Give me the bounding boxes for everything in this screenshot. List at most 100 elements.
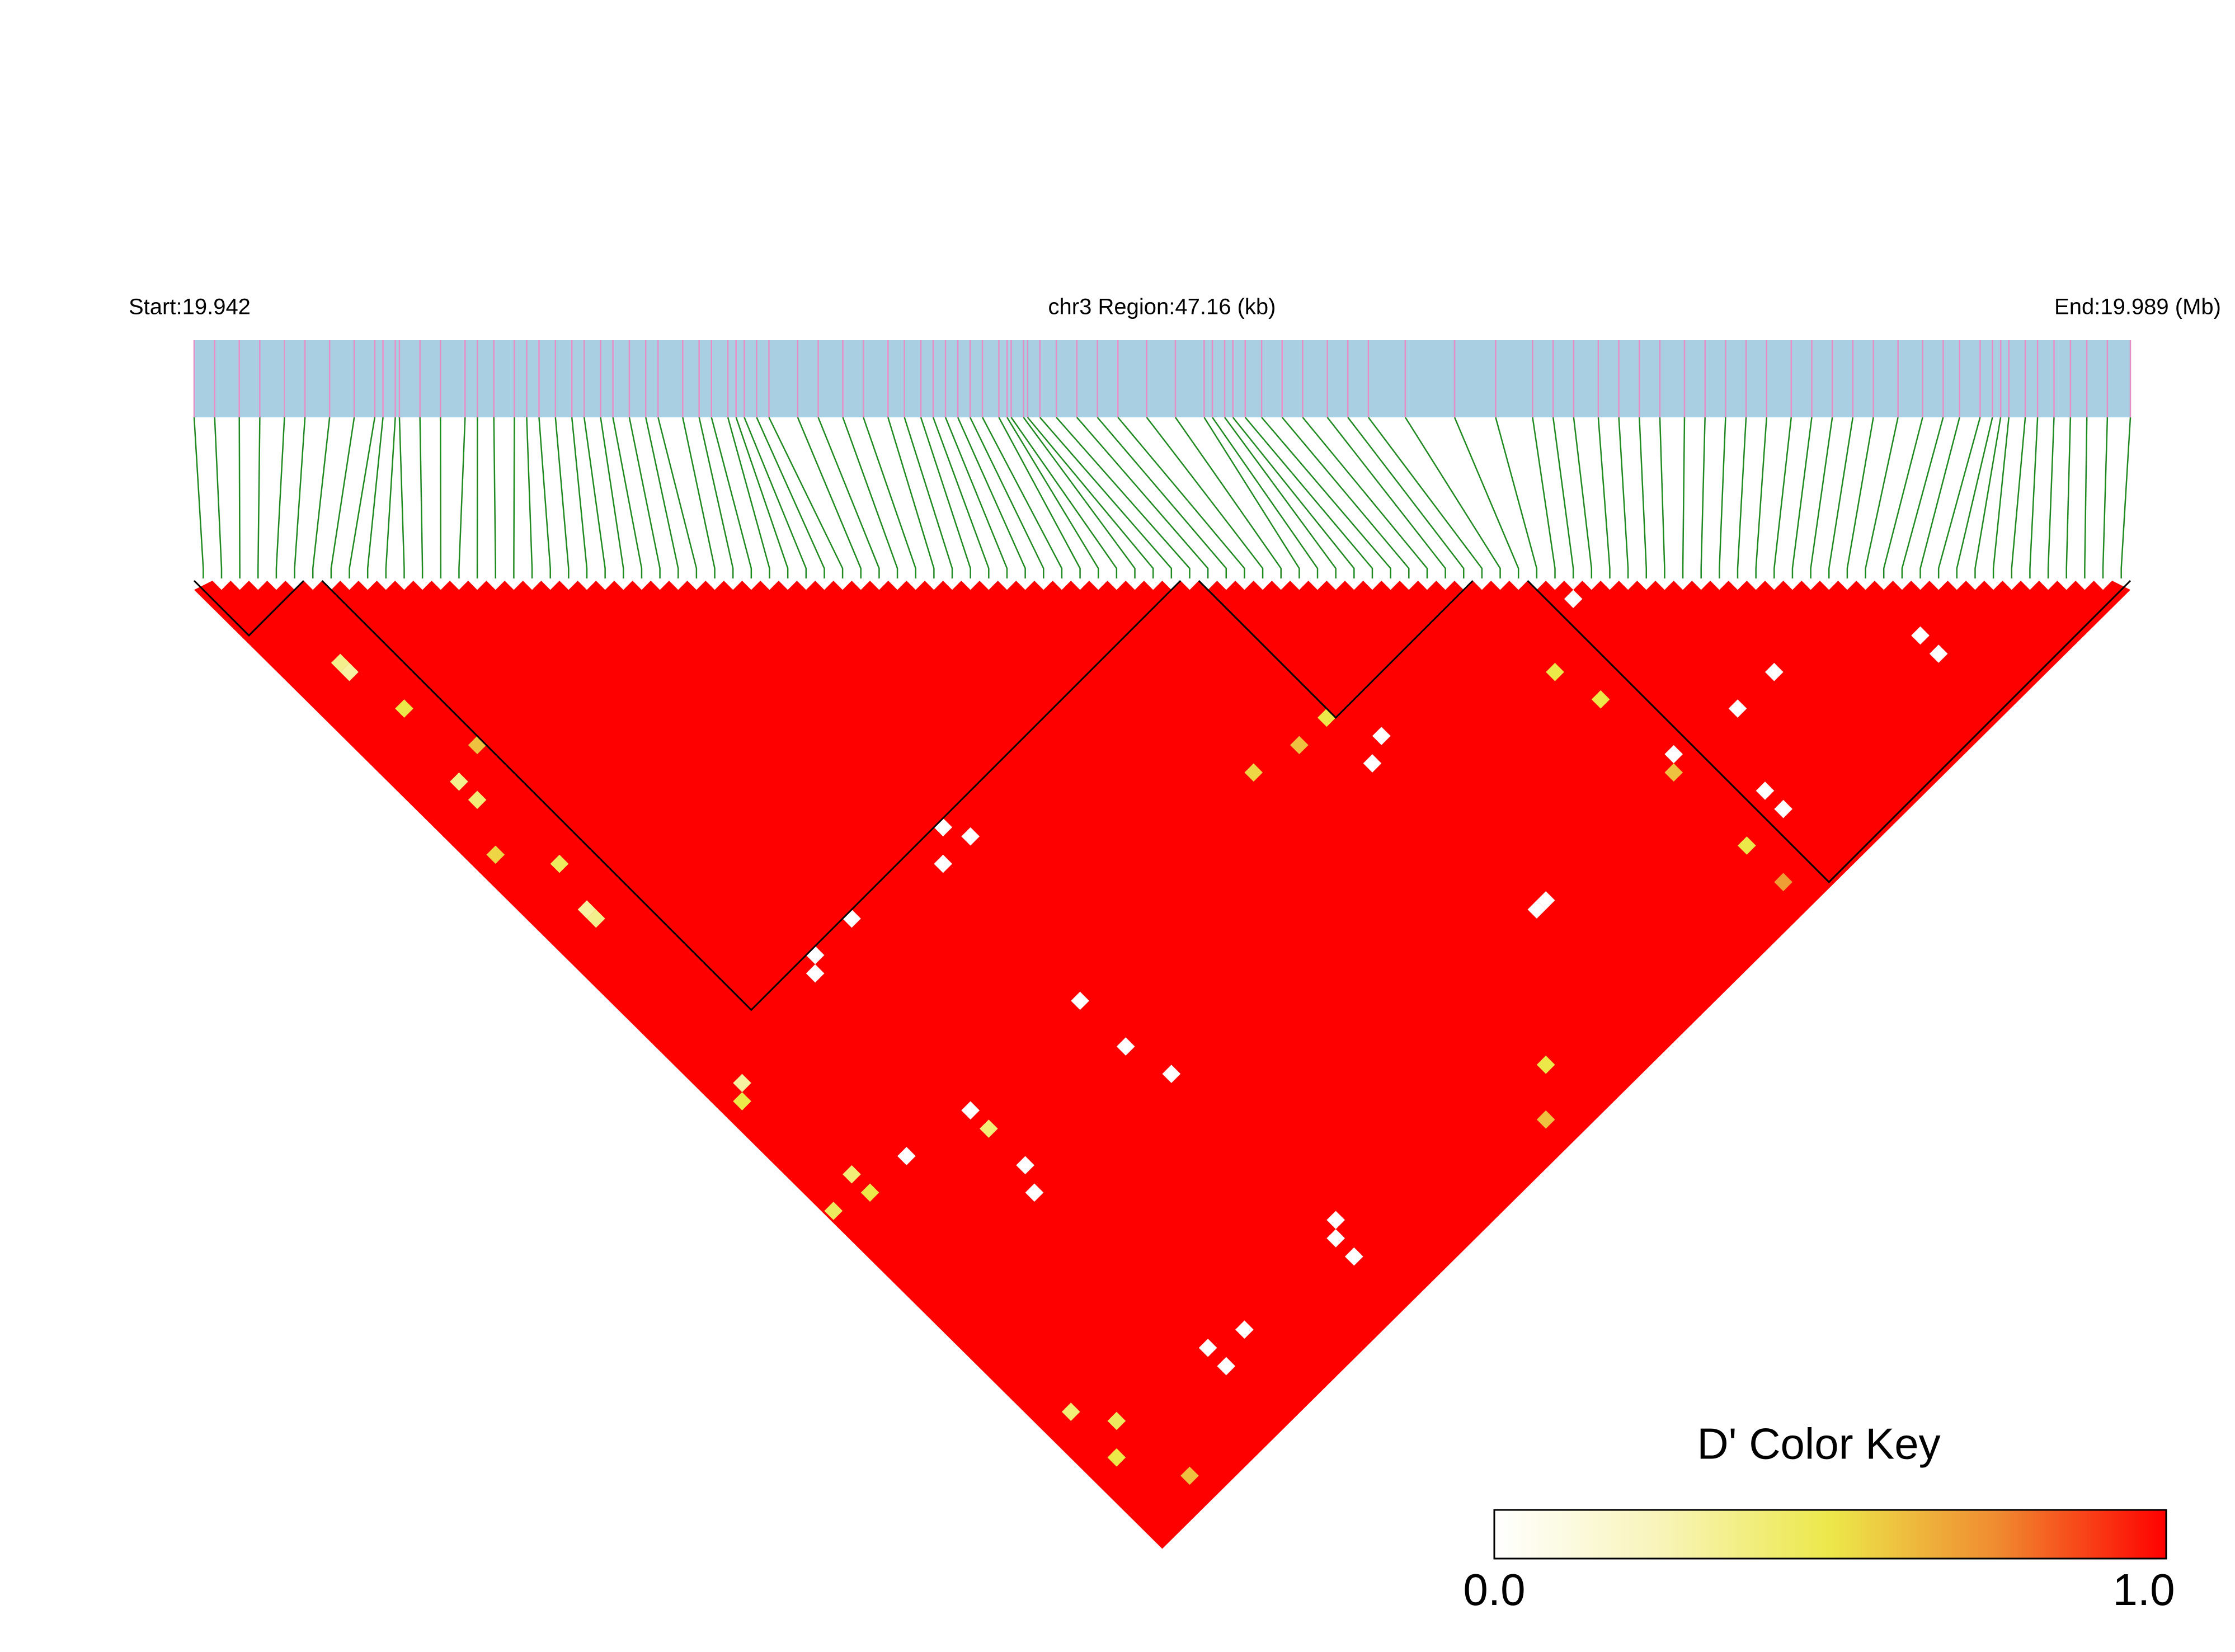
ld-cell — [1929, 644, 1948, 663]
ld-cell — [1536, 1055, 1555, 1074]
ld-cell — [1345, 1247, 1363, 1266]
ld-cell — [1527, 900, 1546, 919]
snp-connector — [526, 417, 533, 578]
snp-connector — [969, 417, 1044, 578]
ld-cell — [843, 1165, 861, 1184]
position-bar — [194, 340, 2130, 417]
snp-connector — [1495, 417, 1538, 578]
snp-connector — [756, 417, 825, 578]
snp-connector — [1828, 417, 1854, 578]
ld-cell — [806, 964, 825, 983]
ld-cell — [1290, 736, 1309, 755]
ld-cell — [1107, 1411, 1126, 1430]
snp-connector — [1232, 417, 1355, 578]
snp-connector — [682, 417, 716, 578]
ld-cell — [1774, 873, 1792, 892]
ld-cell — [824, 1202, 843, 1220]
snp-connector — [904, 417, 953, 578]
snp-connector — [1281, 417, 1410, 578]
ld-cell — [1546, 662, 1564, 681]
snp-connector — [294, 417, 306, 578]
ld-cell — [486, 845, 505, 864]
snp-connector — [932, 417, 990, 578]
snp-connector — [238, 417, 241, 578]
start-label: Start:19.942 — [129, 295, 251, 319]
ld-cell — [1071, 991, 1089, 1010]
snp-connector — [1097, 417, 1227, 578]
ld-block — [1527, 580, 2132, 883]
ld-cell — [1107, 1448, 1126, 1467]
snp-connector — [887, 417, 935, 578]
snp-connector — [493, 417, 496, 578]
ld-block — [1198, 580, 1474, 719]
ld-cell — [897, 1147, 916, 1165]
ld-cell — [331, 653, 350, 672]
ld-cell — [468, 790, 487, 809]
ld-cell — [1244, 763, 1263, 782]
key-tick-label: 0.0 — [1463, 1565, 1525, 1615]
ld-cell — [1235, 1320, 1254, 1339]
snp-connector — [458, 417, 466, 578]
snp-connector — [1117, 417, 1245, 578]
snp-connector — [1883, 417, 1923, 578]
snp-connector — [1027, 417, 1154, 578]
snp-connector — [275, 417, 285, 578]
snp-connector — [645, 417, 679, 578]
ld-cell — [934, 854, 953, 873]
key-tick-label: 1.0 — [2112, 1565, 2175, 1615]
snp-connector — [1552, 417, 1574, 578]
snp-connector — [797, 417, 862, 578]
ld-cell — [1536, 1110, 1555, 1129]
snp-connector — [842, 417, 898, 578]
ld-cell — [1016, 1156, 1034, 1175]
snp-connector — [1573, 417, 1593, 578]
snp-connector — [2047, 417, 2055, 578]
snp-connector — [330, 417, 355, 578]
ld-cell — [1180, 1466, 1199, 1485]
snp-connector — [1659, 417, 1665, 578]
region-label: chr3 Region:47.16 (kb) — [1048, 295, 1276, 319]
ld-cell — [1728, 699, 1747, 718]
snp-connector — [1901, 417, 1944, 578]
snp-connector — [1937, 417, 1981, 578]
snp-connector — [419, 417, 424, 578]
snp-connector — [571, 417, 588, 578]
snp-connector — [612, 417, 643, 578]
ld-cell — [733, 1074, 751, 1093]
ld-cell — [1198, 1339, 1217, 1357]
snp-connector — [1347, 417, 1465, 578]
snp-connector — [1532, 417, 1556, 578]
snp-connector — [2102, 417, 2109, 578]
ld-cell — [1664, 763, 1683, 782]
snp-connector — [1326, 417, 1446, 578]
ld-cell — [577, 900, 596, 919]
snp-connector — [1367, 417, 1483, 578]
snp-connector — [1919, 417, 1960, 578]
snp-connector — [1956, 417, 1993, 578]
ld-background — [194, 581, 2130, 1549]
ld-cell — [586, 909, 605, 928]
ld-cell — [1363, 754, 1382, 773]
ld-cell — [1061, 1402, 1080, 1421]
snp-connector — [735, 417, 789, 578]
ld-cell — [1372, 727, 1391, 745]
snp-connector — [366, 417, 384, 578]
snp-connector — [920, 417, 971, 578]
snp-connector — [2065, 417, 2072, 578]
snp-connector — [1810, 417, 1833, 578]
snp-connector — [1404, 417, 1501, 578]
snp-connector — [398, 417, 405, 578]
ld-block — [193, 580, 304, 637]
snp-connector — [1846, 417, 1874, 578]
snp-connector — [657, 417, 698, 578]
snp-connector — [2120, 417, 2132, 578]
snp-connector — [257, 417, 261, 578]
snp-connector — [1618, 417, 1629, 578]
snp-connector — [1056, 417, 1191, 578]
ld-block — [321, 580, 1182, 1011]
ld-cell — [1217, 1357, 1236, 1376]
snp-connector — [2011, 417, 2026, 578]
snp-connector — [193, 417, 204, 578]
ld-cell — [860, 1183, 879, 1202]
